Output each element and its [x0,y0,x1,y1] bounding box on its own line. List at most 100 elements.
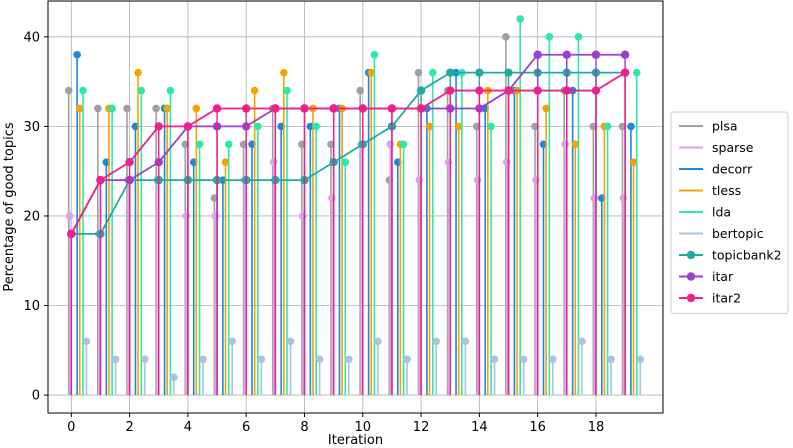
sparse-point [590,194,599,202]
x-tick-label: 12 [413,420,430,435]
lda-point [341,158,350,167]
plsa-point [472,122,481,131]
legend-label: itar2 [712,291,741,306]
sparse-point [532,176,540,184]
itar2-point [533,86,542,95]
lda-point [312,122,320,131]
legend-item-bertopic: bertopic [679,226,764,241]
lda-point [137,86,146,95]
itar2-point [67,229,76,239]
line-series-itar [67,50,630,396]
bertopic-point [286,337,295,346]
legend: plsa sparse decorr tless lda bertopic topicban… [670,111,789,314]
legend-label: lda [712,205,731,220]
sparse-point [298,212,307,220]
itar2-point [475,86,484,95]
plsa-point [531,122,539,131]
legend-marker [686,293,696,303]
plsa-point [210,194,219,202]
plsa-point [414,68,423,77]
tless-point [75,104,84,113]
lda-point [399,140,408,149]
x-tick-label: 2 [125,420,133,435]
x-tick-label: 18 [588,420,605,435]
plsa-point [356,86,364,95]
itar2-point [329,104,338,113]
itar2-point [212,104,222,113]
legend-label: decorr [712,162,753,177]
axis-ticks: 0 2 4 6 8 10 12 14 16 18 0 10 20 30 40 [23,30,604,435]
x-axis-label: Iteration [328,433,383,448]
lda-point [370,50,379,59]
bertopic-point [578,337,586,346]
lda-point [545,33,554,41]
plot-frame [47,0,664,414]
bertopic-point [344,355,353,364]
sparse-point [415,176,424,184]
sparse-point [328,194,336,202]
bertopic-point [111,355,120,364]
plsa-point [239,140,248,149]
sparse-point [269,158,278,167]
plsa-point [385,176,394,184]
bertopic-point [257,355,266,364]
x-tick-label: 10 [355,420,372,435]
plsa-point [181,140,190,149]
itar-point [620,50,630,59]
bertopic-point [140,355,149,364]
lda-point [603,122,612,131]
itar2-point [183,122,193,131]
legend-label: plsa [712,119,738,134]
tless-point [279,68,288,77]
plsa-point [589,122,598,131]
legend-item-topicbank2: topicbank2 [679,248,782,263]
legend-label: bertopic [712,226,764,241]
plsa-point [298,140,306,149]
lda-point [166,86,175,95]
line-series-itar2 [67,68,630,396]
itar-point [591,50,601,59]
sparse-point [473,176,482,184]
bertopic-point [228,337,237,346]
lda-point [632,68,641,77]
y-tick-label: 10 [23,299,40,314]
plsa-point [64,86,73,95]
plsa-point [618,122,627,131]
y-tick-label: 40 [23,30,40,45]
bertopic-point [607,355,615,364]
legend-marker [686,272,696,281]
lda-point [283,86,291,95]
itar2-point [416,104,426,113]
x-tick-label: 6 [242,420,250,435]
tless-point [367,68,376,77]
plsa-point [502,33,510,41]
tless-point [134,68,142,77]
itar2-point [154,122,163,131]
stem-series-tless [75,68,638,396]
itar2-point [300,104,309,113]
bertopic-point [549,355,557,364]
bertopic-point [432,337,441,346]
sparse-point [211,212,220,220]
grid-lines [48,1,663,413]
itar-point [533,50,542,59]
lda-point [79,86,87,95]
x-tick-label: 0 [67,420,75,435]
line-series-layer [67,50,630,396]
bertopic-point [461,337,470,346]
itar2-point [125,158,134,167]
itar-point [562,50,572,59]
legend-item-tless: tless [679,183,741,198]
x-tick-label: 8 [300,420,308,435]
lda-point [516,15,524,23]
itar2-point [96,175,105,185]
topicbank2-point [475,68,484,77]
legend-label: sparse [712,140,754,155]
topicbank2-point [504,68,513,77]
plsa-point [123,104,131,113]
sparse-point [561,140,569,149]
tless-point [571,140,580,149]
itar2-line [70,71,626,235]
itar2-point [591,86,601,95]
